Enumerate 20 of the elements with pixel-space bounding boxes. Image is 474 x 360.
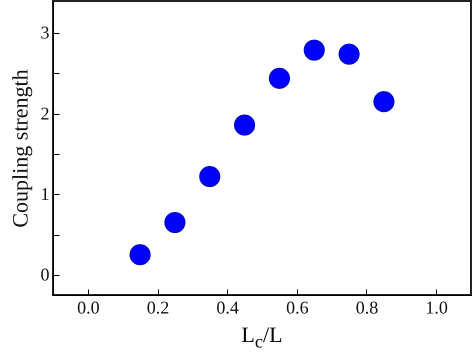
point [373, 91, 394, 112]
y-axis-title: Coupling strength [8, 69, 32, 228]
x-tick-label: 0.0 [77, 298, 100, 318]
x-tick-label: 0.6 [286, 298, 309, 318]
point [199, 166, 220, 188]
y-tick-label: 3 [40, 22, 50, 43]
point [164, 212, 186, 234]
y-tick-label: 0 [40, 264, 50, 284]
y-tick-label: 2 [40, 103, 50, 124]
x-tick-label: 1.0 [425, 298, 448, 318]
x-axis-title: L$_{c}$/L [240, 322, 284, 352]
x-tick-label: 0.4 [216, 298, 239, 318]
point [268, 68, 290, 89]
point [304, 40, 325, 61]
y-tick-label: 1 [40, 184, 50, 204]
point [338, 44, 360, 65]
x-tick-label: 0.2 [146, 298, 170, 318]
point [234, 114, 256, 136]
x-tick-label: 0.8 [356, 298, 378, 318]
point [130, 244, 151, 266]
